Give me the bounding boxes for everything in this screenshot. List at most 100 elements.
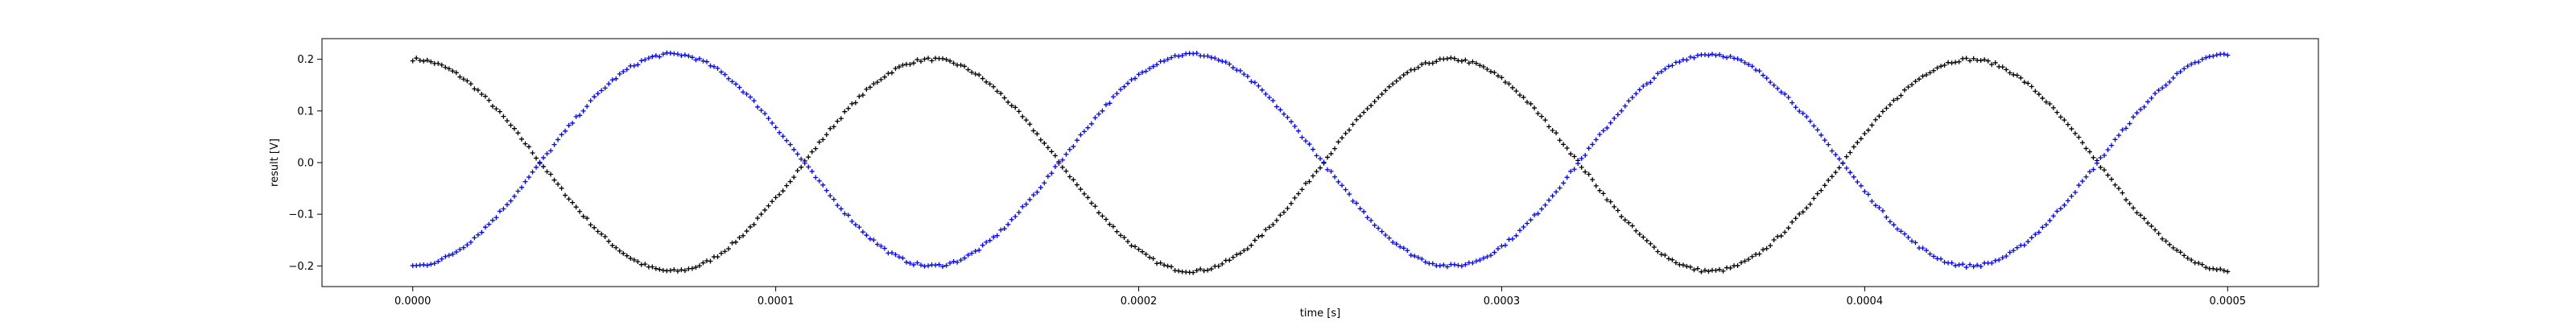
data-point: [1252, 80, 1257, 85]
data-point: [893, 252, 898, 258]
data-point: [1459, 58, 1464, 64]
data-point: [991, 84, 997, 89]
data-point: [787, 142, 793, 147]
data-point: [1735, 262, 1740, 268]
data-point: [2138, 213, 2144, 218]
data-point: [2058, 206, 2063, 212]
data-point: [2182, 253, 2187, 258]
data-point: [1081, 191, 1087, 196]
data-point: [2199, 56, 2205, 62]
data-point: [621, 69, 626, 75]
data-point: [1532, 105, 1538, 111]
data-point: [777, 192, 782, 197]
data-point: [1901, 87, 1907, 93]
data-point: [460, 76, 466, 82]
data-point: [1862, 130, 1868, 136]
data-point: [1100, 213, 1105, 219]
data-point: [835, 118, 840, 124]
data-point: [617, 248, 622, 254]
data-point: [1133, 76, 1138, 81]
data-point: [1397, 244, 1403, 250]
data-point: [799, 164, 804, 170]
data-point: [1633, 91, 1639, 97]
data-point: [609, 242, 615, 248]
data-point: [737, 235, 742, 241]
data-point: [2214, 267, 2219, 272]
data-point: [1477, 63, 1483, 68]
data-point: [646, 56, 651, 61]
data-point: [675, 268, 680, 274]
data-point: [1869, 122, 1875, 128]
data-point: [1829, 148, 1835, 154]
data-point: [1270, 97, 1276, 103]
data-point: [755, 104, 761, 109]
data-point: [1790, 219, 1795, 225]
data-point: [871, 237, 877, 243]
data-point: [1641, 84, 1646, 89]
data-point: [1444, 264, 1450, 270]
data-point: [1931, 68, 1937, 73]
data-point: [559, 132, 564, 138]
data-point: [2087, 149, 2092, 155]
data-point: [828, 193, 833, 199]
data-point: [638, 58, 644, 64]
data-point: [1419, 61, 1425, 67]
data-point: [900, 62, 906, 68]
data-point: [976, 72, 982, 78]
data-point: [1430, 60, 1435, 66]
data-point: [2098, 155, 2103, 160]
data-point: [530, 151, 535, 155]
data-point: [1884, 214, 1889, 220]
data-point: [511, 193, 517, 199]
data-point: [1542, 118, 1548, 123]
data-point: [436, 258, 441, 264]
data-point: [820, 137, 826, 142]
data-point: [1626, 220, 1632, 225]
data-point: [504, 202, 510, 208]
data-point: [2211, 53, 2216, 59]
data-point: [609, 77, 615, 83]
data-point: [592, 225, 597, 230]
data-point: [1220, 261, 1225, 266]
data-point: [2004, 254, 2009, 259]
series-layer: [410, 50, 2231, 275]
data-point: [864, 86, 869, 92]
data-point: [1633, 228, 1639, 233]
data-point: [965, 252, 971, 258]
data-point: [1354, 117, 1360, 122]
data-point: [2025, 239, 2031, 245]
data-point: [1038, 137, 1043, 142]
data-point: [980, 242, 985, 248]
data-point: [2040, 96, 2046, 101]
data-point: [998, 91, 1004, 97]
data-point: [577, 208, 583, 214]
data-point: [1176, 53, 1182, 59]
data-point: [1924, 72, 1930, 77]
y-tick-label: −0.2: [288, 261, 314, 273]
data-point: [838, 116, 844, 122]
data-point: [849, 101, 855, 106]
data-point: [2145, 99, 2151, 105]
data-point: [1088, 121, 1094, 126]
data-point: [1165, 56, 1170, 62]
data-point: [1938, 256, 1944, 262]
data-point: [1687, 54, 1693, 60]
data-point: [2153, 91, 2158, 97]
data-point: [1347, 192, 1352, 197]
data-point: [2033, 89, 2038, 94]
data-point: [1314, 153, 1319, 159]
data-point: [799, 156, 804, 162]
data-point: [751, 221, 757, 227]
data-point: [1263, 227, 1269, 233]
data-point: [1804, 114, 1810, 119]
data-point: [1662, 252, 1668, 258]
data-point: [1666, 256, 1671, 262]
y-tick-label: 0.0: [297, 158, 314, 170]
data-point: [493, 106, 499, 112]
data-point: [726, 76, 732, 81]
data-point: [486, 97, 492, 103]
data-point: [1318, 156, 1323, 162]
data-point: [1764, 76, 1769, 81]
data-point: [1049, 171, 1055, 176]
data-point: [1318, 165, 1323, 171]
